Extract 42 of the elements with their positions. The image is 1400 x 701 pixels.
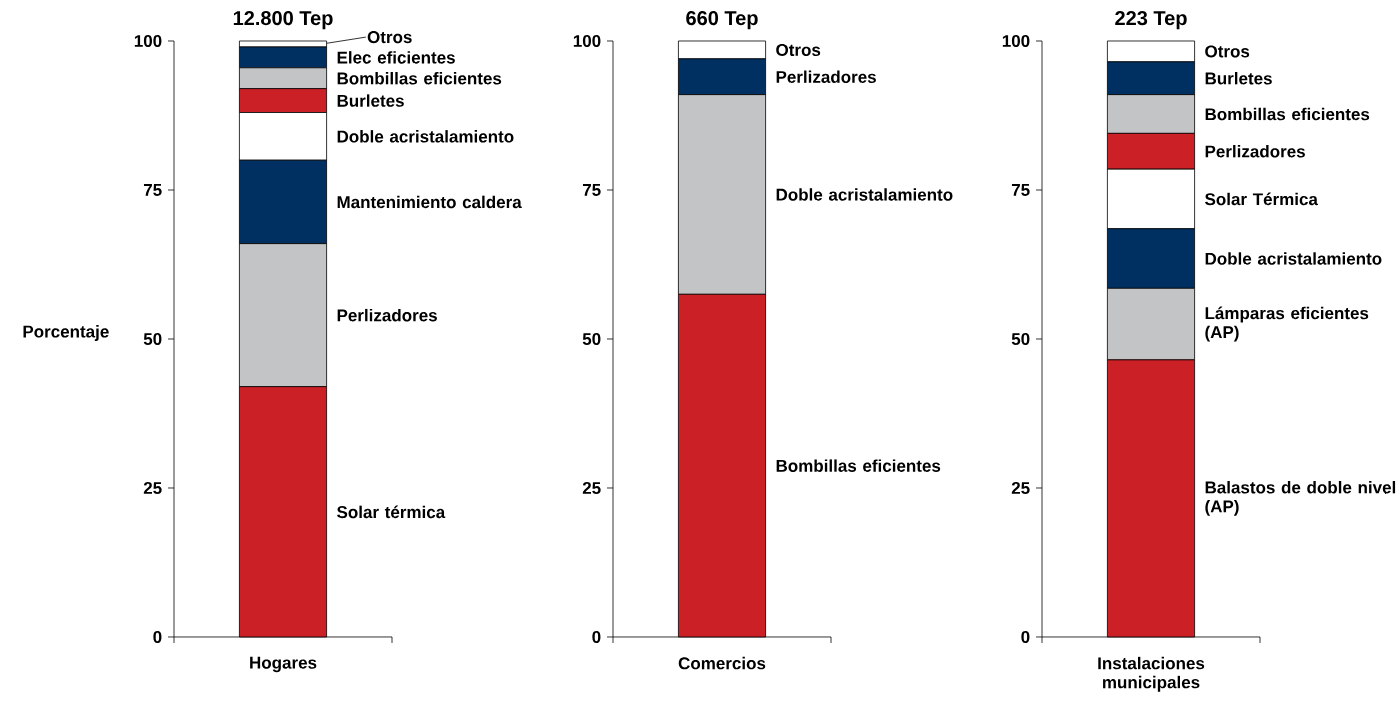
y-tick-label: 50	[1011, 332, 1030, 346]
x-tick-label: Comercios	[678, 656, 766, 670]
y-tick-label: 0	[1021, 630, 1030, 644]
series-label: Bombillas eficientes	[1205, 107, 1370, 121]
x-tick-label: Instalaciones municipales	[1098, 656, 1205, 692]
series-label: Bombillas eficientes	[337, 72, 502, 85]
series-label: Doble acristalamiento	[337, 130, 514, 143]
y-tick-label: 50	[143, 332, 162, 346]
series-label: Solar térmica	[337, 505, 446, 519]
series-label: Burletes	[1205, 72, 1272, 85]
series-label: Lámparas eficientes (AP)	[1205, 306, 1369, 342]
series-label: Doble acristalamiento	[1205, 252, 1382, 265]
y-tick-label: 75	[582, 184, 601, 196]
y-tick-label: 50	[582, 332, 601, 346]
y-tick-label: 25	[582, 481, 601, 495]
chart-title: 223 Tep	[1115, 11, 1187, 30]
y-tick-label: 100	[134, 34, 162, 48]
series-label: Balastos de doble nivel (AP)	[1205, 481, 1396, 516]
series-label: Perlizadores	[1205, 145, 1305, 158]
series-label: Burletes	[337, 94, 404, 107]
chart-title: 12.800 Tep	[233, 11, 333, 30]
series-label: Mantenimiento caldera	[337, 195, 522, 209]
series-label: Doble acristalamiento	[776, 188, 953, 201]
series-label: Perlizadores	[776, 70, 876, 83]
y-tick-label: 100	[1002, 34, 1030, 48]
series-label: Bombillas eficientes	[776, 459, 941, 472]
series-label: Otros	[776, 43, 821, 56]
chart-title: 660 Tep	[686, 11, 758, 30]
x-tick-label: Hogares	[250, 656, 317, 673]
y-tick-label: 75	[143, 184, 162, 196]
legend-label: Otros	[367, 31, 412, 44]
y-tick-label: 0	[153, 630, 162, 644]
y-tick-label: 25	[143, 481, 162, 495]
y-tick-label: 25	[1011, 481, 1030, 495]
series-label: Elec eficientes	[337, 51, 455, 64]
y-tick-label: 75	[1011, 184, 1030, 196]
y-axis-title: Porcentaje	[23, 325, 109, 341]
series-label: Otros	[1205, 45, 1250, 58]
y-tick-label: 100	[573, 34, 601, 48]
y-tick-label: 0	[592, 630, 601, 644]
series-label: Solar Térmica	[1205, 192, 1319, 206]
series-label: Perlizadores	[337, 308, 437, 322]
